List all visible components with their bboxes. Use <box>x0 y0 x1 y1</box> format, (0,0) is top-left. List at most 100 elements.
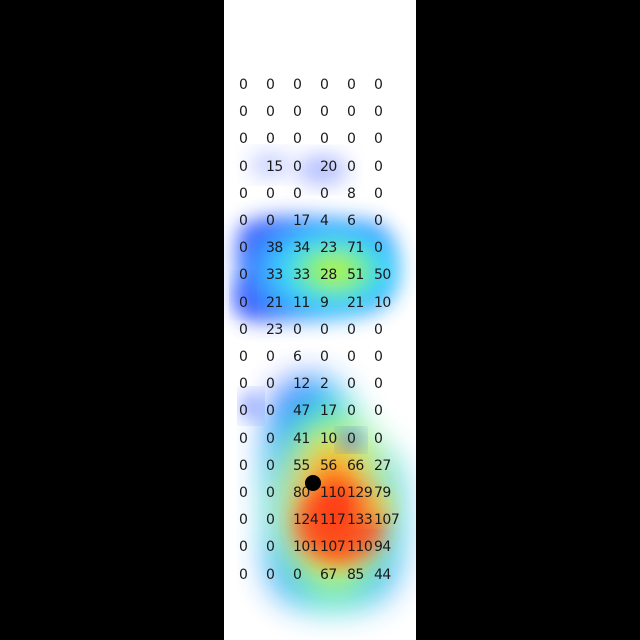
heat-blob-small-3 <box>339 430 363 450</box>
grid-cell: 0 <box>374 77 383 93</box>
grid-cell: 0 <box>266 566 275 583</box>
grid-cell: 117 <box>320 512 346 529</box>
grid-cell: 107 <box>320 539 346 556</box>
grid-cell: 71 <box>347 240 364 257</box>
grid-cell: 0 <box>293 185 302 202</box>
grid-cell: 10 <box>320 430 337 447</box>
grid-cell: 0 <box>374 104 383 121</box>
grid-cell: 101 <box>293 539 319 556</box>
grid-cell: 0 <box>347 376 356 393</box>
grid-cell: 21 <box>347 294 364 311</box>
grid-cell: 0 <box>239 457 248 474</box>
grid-cell: 0 <box>374 240 383 257</box>
grid-cell: 0 <box>266 403 275 420</box>
grid-cell: 133 <box>347 512 373 529</box>
grid-cell: 0 <box>239 403 248 420</box>
heat-blob-small-1 <box>233 277 253 313</box>
grid-cell: 0 <box>239 131 248 148</box>
grid-cell: 0 <box>239 566 248 583</box>
grid-cell: 47 <box>293 403 310 420</box>
grid-cell: 0 <box>266 185 275 202</box>
grid-cell: 0 <box>266 539 275 556</box>
grid-cell: 0 <box>239 539 248 556</box>
grid-cell: 0 <box>374 321 383 338</box>
grid-cell: 44 <box>374 566 391 583</box>
cursor-pointer <box>305 475 321 491</box>
heat-hotspot-secondary <box>356 491 396 523</box>
grid-cell: 23 <box>320 240 337 257</box>
grid-cell: 33 <box>293 267 310 284</box>
grid-cell: 50 <box>374 267 391 284</box>
grid-cell: 0 <box>266 512 275 529</box>
grid-cell: 0 <box>293 566 302 583</box>
grid-cell: 0 <box>374 131 383 148</box>
grid-cell: 17 <box>293 213 310 229</box>
grid-cell: 8 <box>347 185 356 202</box>
heatmap-panel: 0 0 0 0 0 0 0 0 0 0 0 0 0 0 0 0 0 0 0 15 0 20 0 0 0 0 0 0 8 0 0 0 17 4 6 0 0… <box>224 0 416 640</box>
grid-cell: 41 <box>293 430 310 447</box>
grid-cell: 0 <box>374 213 383 229</box>
grid-cell: 0 <box>293 321 302 338</box>
grid-cell: 0 <box>266 430 275 447</box>
grid-cell: 0 <box>266 104 275 121</box>
grid-cell: 0 <box>320 77 329 93</box>
grid-cell: 0 <box>374 376 383 393</box>
grid-cell: 110 <box>320 485 346 501</box>
grid-cell: 67 <box>320 566 337 583</box>
grid-cell: 124 <box>293 512 319 529</box>
grid-cell: 0 <box>239 485 248 501</box>
grid-cell: 20 <box>320 158 337 175</box>
grid-cell: 0 <box>347 77 356 93</box>
heat-blob-small-2 <box>241 392 261 420</box>
grid-cell: 12 <box>293 376 310 393</box>
grid-cell: 38 <box>266 240 283 257</box>
grid-cell: 0 <box>239 294 248 311</box>
grid-cell: 23 <box>266 321 283 338</box>
grid-cell: 0 <box>320 349 329 365</box>
grid-cell: 0 <box>347 104 356 121</box>
grid-cell: 0 <box>239 213 248 229</box>
grid-cell: 0 <box>320 104 329 121</box>
grid-cell: 129 <box>347 485 373 501</box>
grid-cell: 66 <box>347 457 364 474</box>
grid-cell: 17 <box>320 403 337 420</box>
grid-cell: 0 <box>239 158 248 175</box>
grid-cell: 0 <box>347 403 356 420</box>
grid-cell: 0 <box>374 185 383 202</box>
grid-cell: 0 <box>374 349 383 365</box>
grid-cell: 0 <box>320 131 329 148</box>
grid-cell: 0 <box>239 512 248 529</box>
grid-cell: 0 <box>347 349 356 365</box>
grid-cell: 11 <box>293 294 310 311</box>
grid-cell: 0 <box>347 430 356 447</box>
grid-cell: 0 <box>239 321 248 338</box>
grid-cell: 0 <box>293 104 302 121</box>
grid-cell: 0 <box>374 158 383 175</box>
grid-cell: 85 <box>347 566 364 583</box>
grid-cell: 9 <box>320 294 329 311</box>
grid-cell: 0 <box>266 376 275 393</box>
heat-blob-top-left <box>246 150 294 180</box>
grid-cell: 107 <box>374 512 400 529</box>
heatmap-overlay <box>233 150 404 610</box>
grid-cell: 0 <box>320 185 329 202</box>
grid-cell: 15 <box>266 158 283 175</box>
heat-blob-top-right <box>292 152 352 188</box>
grid-cell: 0 <box>320 321 329 338</box>
grid-cell: 0 <box>266 77 275 93</box>
grid-cell: 0 <box>266 213 275 229</box>
grid-cell: 27 <box>374 457 391 474</box>
grid-cell: 0 <box>374 403 383 420</box>
heat-blob-middle <box>236 216 400 321</box>
grid-cell: 0 <box>266 485 275 501</box>
grid-cell: 0 <box>239 430 248 447</box>
grid-cell: 4 <box>320 213 329 229</box>
grid-cell: 51 <box>347 267 364 284</box>
grid-cell: 0 <box>266 349 275 365</box>
grid-cell: 0 <box>239 376 248 393</box>
grid-cell: 6 <box>293 349 302 365</box>
grid-cell: 0 <box>239 77 248 93</box>
grid-cell: 0 <box>347 158 356 175</box>
grid-cell: 80 <box>293 485 310 501</box>
